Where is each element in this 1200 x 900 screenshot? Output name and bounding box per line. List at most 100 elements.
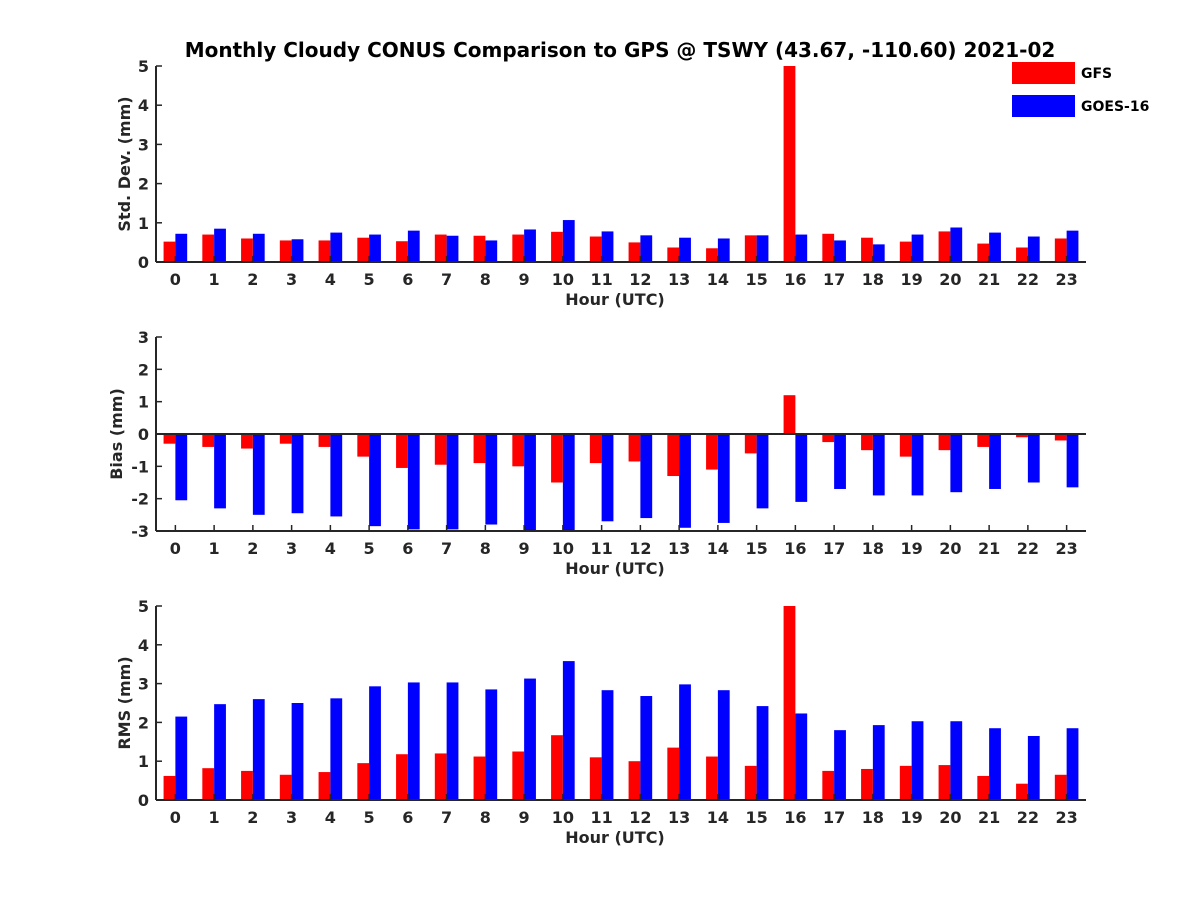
bar-rms-gfs-3 [279, 774, 292, 800]
bar-stddev-gfs-2 [241, 238, 253, 262]
bar-bias-gfs-21 [977, 434, 990, 447]
x-tick-label-bias-10: 10 [552, 539, 574, 558]
bar-bias-gfs-5 [357, 434, 370, 457]
bar-bias-goes16-17 [834, 434, 846, 489]
bar-rms-gfs-8 [473, 756, 486, 800]
bar-stddev-gfs-1 [202, 234, 215, 262]
x-tick-label-rms-8: 8 [480, 808, 491, 827]
x-tick-label-rms-11: 11 [590, 808, 612, 827]
x-tick-label-stddev-7: 7 [441, 270, 452, 289]
bar-bias-goes16-13 [679, 434, 691, 528]
legend-swatch-gfs [1012, 62, 1075, 84]
bar-bias-goes16-9 [524, 434, 536, 531]
bar-rms-goes16-23 [1066, 728, 1079, 800]
x-tick-label-bias-20: 20 [939, 539, 961, 558]
bar-bias-gfs-13 [667, 434, 680, 477]
bar-stddev-gfs-22 [1016, 247, 1028, 262]
bar-stddev-gfs-4 [318, 240, 331, 262]
bar-rms-gfs-13 [667, 747, 680, 800]
bar-stddev-gfs-9 [512, 234, 525, 262]
bar-bias-gfs-0 [163, 434, 176, 444]
bar-stddev-goes16-22 [1027, 236, 1040, 262]
bar-rms-gfs-18 [861, 768, 873, 800]
bar-rms-gfs-14 [706, 756, 718, 800]
bar-bias-gfs-10 [551, 434, 563, 483]
x-tick-label-bias-1: 1 [209, 539, 220, 558]
x-axis-label-rms: Hour (UTC) [565, 828, 665, 847]
y-tick-label-stddev-2: 2 [138, 175, 149, 194]
bar-bias-goes16-11 [601, 434, 614, 522]
bar-stddev-gfs-11 [589, 236, 602, 262]
x-tick-label-rms-20: 20 [939, 808, 961, 827]
bar-bias-gfs-22 [1016, 434, 1028, 438]
bar-stddev-gfs-21 [977, 243, 990, 262]
y-tick-label-bias-3: 3 [138, 328, 149, 347]
x-tick-label-stddev-9: 9 [519, 270, 530, 289]
x-tick-label-bias-3: 3 [286, 539, 297, 558]
x-tick-label-bias-8: 8 [480, 539, 491, 558]
y-tick-label-bias--1: -1 [131, 457, 149, 476]
x-tick-label-stddev-19: 19 [900, 270, 922, 289]
bar-rms-goes16-1 [214, 704, 226, 800]
bar-rms-goes16-9 [524, 678, 536, 800]
bar-bias-goes16-14 [717, 434, 730, 523]
x-tick-label-bias-17: 17 [823, 539, 845, 558]
bar-rms-gfs-16 [783, 606, 796, 800]
bar-stddev-gfs-6 [396, 241, 408, 262]
bar-rms-gfs-9 [512, 751, 525, 800]
bar-stddev-goes16-13 [679, 237, 691, 262]
legend: GFS GOES-16 [1012, 62, 1149, 117]
bar-stddev-gfs-18 [861, 237, 873, 262]
x-tick-label-stddev-12: 12 [629, 270, 651, 289]
x-tick-label-rms-17: 17 [823, 808, 845, 827]
bar-stddev-goes16-10 [562, 220, 575, 262]
y-tick-label-bias--2: -2 [131, 490, 149, 509]
bar-rms-goes16-7 [446, 682, 459, 800]
bar-stddev-goes16-8 [485, 240, 498, 262]
bar-rms-goes16-14 [717, 690, 730, 800]
x-tick-label-rms-23: 23 [1055, 808, 1077, 827]
y-tick-label-bias-1: 1 [138, 393, 149, 412]
bar-rms-gfs-21 [977, 775, 990, 800]
bar-rms-gfs-7 [434, 753, 447, 800]
bar-rms-goes16-13 [679, 684, 691, 800]
x-tick-label-rms-0: 0 [170, 808, 181, 827]
bar-bias-goes16-3 [291, 434, 304, 514]
bar-stddev-goes16-2 [252, 233, 265, 262]
bar-stddev-goes16-17 [834, 240, 846, 262]
x-tick-label-bias-14: 14 [707, 539, 729, 558]
x-tick-label-rms-10: 10 [552, 808, 574, 827]
bar-rms-gfs-11 [589, 757, 602, 800]
bar-stddev-goes16-1 [214, 228, 226, 262]
x-tick-label-rms-14: 14 [707, 808, 729, 827]
x-tick-label-bias-5: 5 [364, 539, 375, 558]
y-tick-label-stddev-3: 3 [138, 135, 149, 154]
bar-rms-goes16-21 [989, 728, 1001, 800]
x-tick-label-stddev-6: 6 [402, 270, 413, 289]
bar-bias-goes16-6 [407, 434, 420, 530]
bar-stddev-goes16-23 [1066, 230, 1079, 262]
bar-rms-goes16-20 [950, 721, 963, 800]
bar-bias-gfs-23 [1054, 434, 1067, 441]
bar-bias-gfs-16 [783, 395, 796, 434]
bar-bias-gfs-1 [202, 434, 215, 447]
bar-stddev-goes16-4 [330, 232, 343, 262]
x-tick-label-rms-7: 7 [441, 808, 452, 827]
bar-stddev-gfs-8 [473, 235, 486, 262]
x-tick-label-stddev-5: 5 [364, 270, 375, 289]
bar-bias-gfs-4 [318, 434, 331, 447]
x-tick-label-bias-13: 13 [668, 539, 690, 558]
x-tick-label-rms-6: 6 [402, 808, 413, 827]
bar-bias-goes16-20 [950, 434, 963, 493]
bar-stddev-goes16-21 [989, 232, 1001, 262]
x-axis-label-stddev: Hour (UTC) [565, 290, 665, 309]
bar-stddev-goes16-14 [717, 238, 730, 262]
bar-stddev-gfs-12 [628, 242, 641, 262]
bar-bias-gfs-7 [434, 434, 447, 465]
x-tick-label-rms-9: 9 [519, 808, 530, 827]
bar-rms-goes16-22 [1027, 735, 1040, 800]
y-tick-label-stddev-4: 4 [138, 96, 149, 115]
